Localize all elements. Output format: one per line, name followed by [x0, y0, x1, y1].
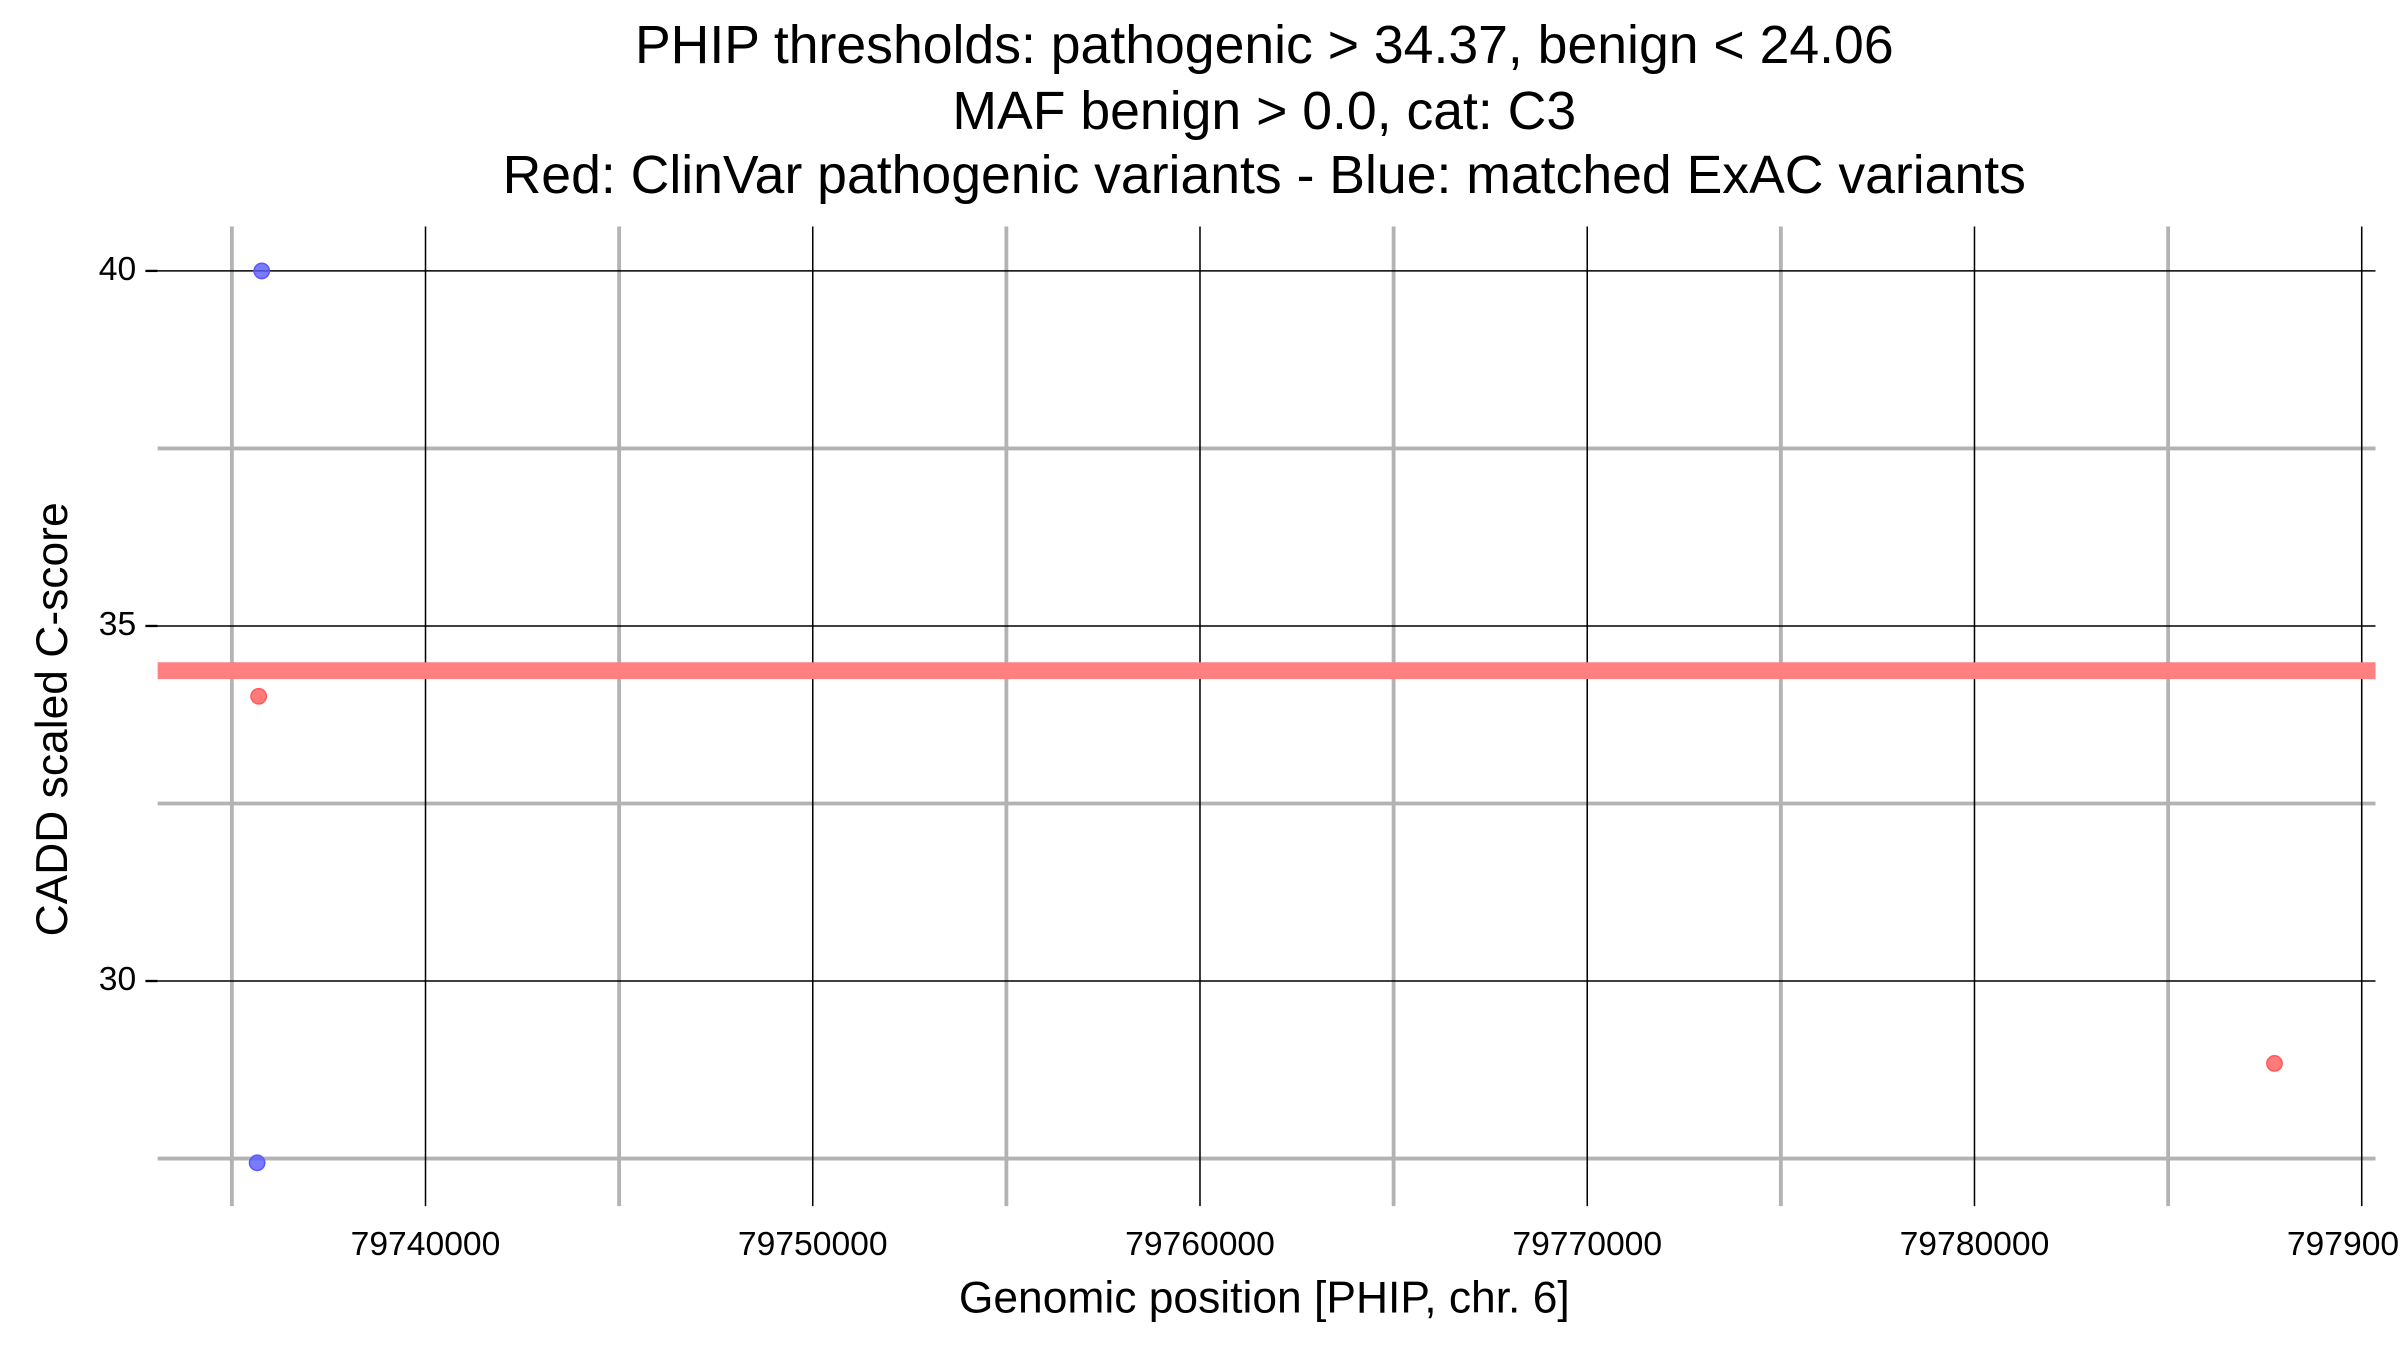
x-axis-label: Genomic position [PHIP, chr. 6]	[959, 1274, 1570, 1323]
point	[248, 1154, 266, 1172]
point	[253, 262, 271, 280]
y-tick-label: 35	[99, 606, 136, 643]
x-tick-label: 79760000	[1125, 1226, 1275, 1263]
y-tick-label: 30	[99, 961, 136, 998]
x-tick-label: 79790000	[2287, 1226, 2400, 1263]
x-tick-label: 79780000	[1900, 1226, 2050, 1263]
plot-area: 30 35 40 79740000 79750000 79760000 79770000 79…	[99, 226, 2400, 1263]
point	[250, 687, 268, 705]
x-tick-label: 79740000	[351, 1226, 501, 1263]
point	[2266, 1054, 2283, 1072]
y-tick-label: 40	[99, 251, 136, 288]
y-axis-label: CADD scaled C-score	[28, 502, 77, 936]
chart-subtitle: Red: ClinVar pathogenic variants - Blue:…	[503, 146, 2026, 205]
chart-title: PHIP thresholds: pathogenic > 34.37, ben…	[635, 16, 1894, 75]
chart-subtitle: MAF benign > 0.0, cat: C3	[952, 82, 1576, 141]
x-tick-label: 79750000	[738, 1226, 888, 1263]
x-tick-label: 79770000	[1512, 1226, 1662, 1263]
